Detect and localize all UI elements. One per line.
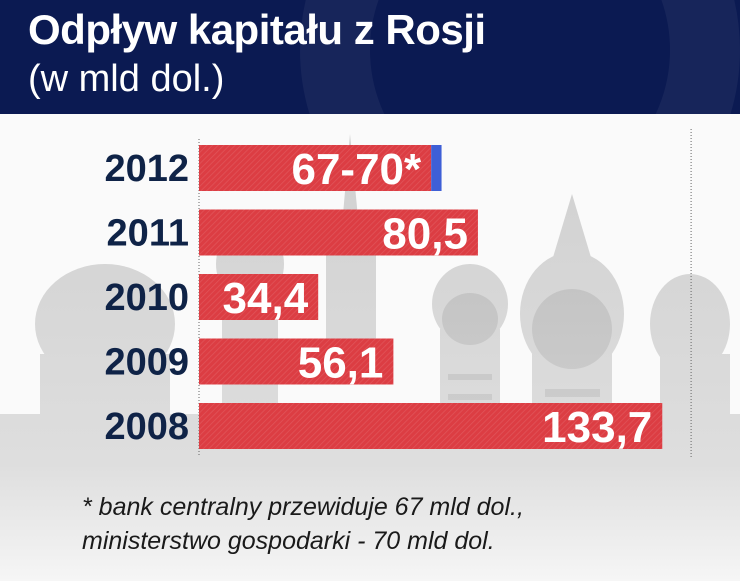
footnote-line-2: ministerstwo gospodarki - 70 mld dol.	[82, 527, 495, 555]
bar-texture	[199, 209, 478, 256]
chart-title: Odpływ kapitału z Rosji	[28, 6, 486, 53]
bar-value-label: 133,7	[542, 403, 652, 452]
footnote-line-1: * bank centralny przewiduje 67 mld dol.,	[82, 493, 524, 521]
bar-range-segment	[431, 145, 442, 191]
year-label: 2011	[107, 213, 189, 255]
decorative-swirl	[300, 0, 740, 114]
footnote: * bank centralny przewiduje 67 mld dol.,…	[82, 490, 524, 558]
year-label: 2009	[104, 342, 189, 384]
bar-texture	[199, 145, 432, 191]
bar-texture	[199, 274, 319, 320]
bar-value-label: 80,5	[382, 210, 468, 259]
header-banner: Odpływ kapitału z Rosji (w mld dol.)	[0, 0, 740, 114]
bar-value-label: 56,1	[298, 339, 384, 388]
bar-value-label: 67-70*	[291, 145, 422, 194]
year-label: 2012	[104, 148, 189, 190]
chart-subtitle: (w mld dol.)	[28, 58, 225, 100]
bar-chart: 2012 67-70* 2011 80,5 2010 34,4 2009 56,1 2008 13…	[104, 129, 692, 457]
bar-texture	[199, 338, 394, 385]
bar-value-label: 34,4	[223, 274, 309, 323]
year-label: 2010	[104, 277, 189, 319]
year-label: 2008	[104, 406, 189, 448]
bar-texture	[199, 403, 663, 449]
